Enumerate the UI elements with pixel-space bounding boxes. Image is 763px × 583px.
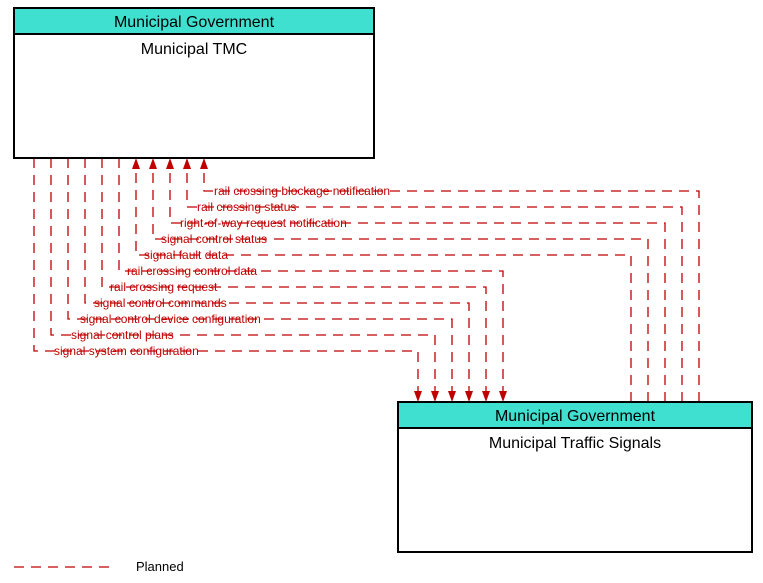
top-body: Municipal TMC [141, 41, 247, 58]
flow-label: rail crossing blockage notification [214, 184, 390, 198]
bottom-box: Municipal Government Municipal Traffic Si… [398, 402, 752, 552]
top-header: Municipal Government [114, 14, 275, 31]
flow-label: rail crossing request [110, 280, 218, 294]
top-box: Municipal Government Municipal TMC [14, 8, 374, 158]
flow-up-4: rail crossing blockage notification [200, 158, 699, 402]
flow-label: signal control device configuration [80, 312, 261, 326]
flow-label: right-of-way request notification [180, 216, 347, 230]
flow-label: rail crossing control data [127, 264, 257, 278]
flow-label: signal control status [161, 232, 267, 246]
flow-label: signal control plans [71, 328, 174, 342]
flow-label: signal fault data [144, 248, 228, 262]
bottom-header: Municipal Government [495, 408, 656, 425]
flow-label: rail crossing status [197, 200, 296, 214]
legend: Planned [14, 559, 184, 574]
flow-label: signal system configuration [54, 344, 199, 358]
legend-label: Planned [136, 559, 184, 574]
bottom-body: Municipal Traffic Signals [489, 435, 661, 452]
flow-label: signal control commands [94, 296, 227, 310]
